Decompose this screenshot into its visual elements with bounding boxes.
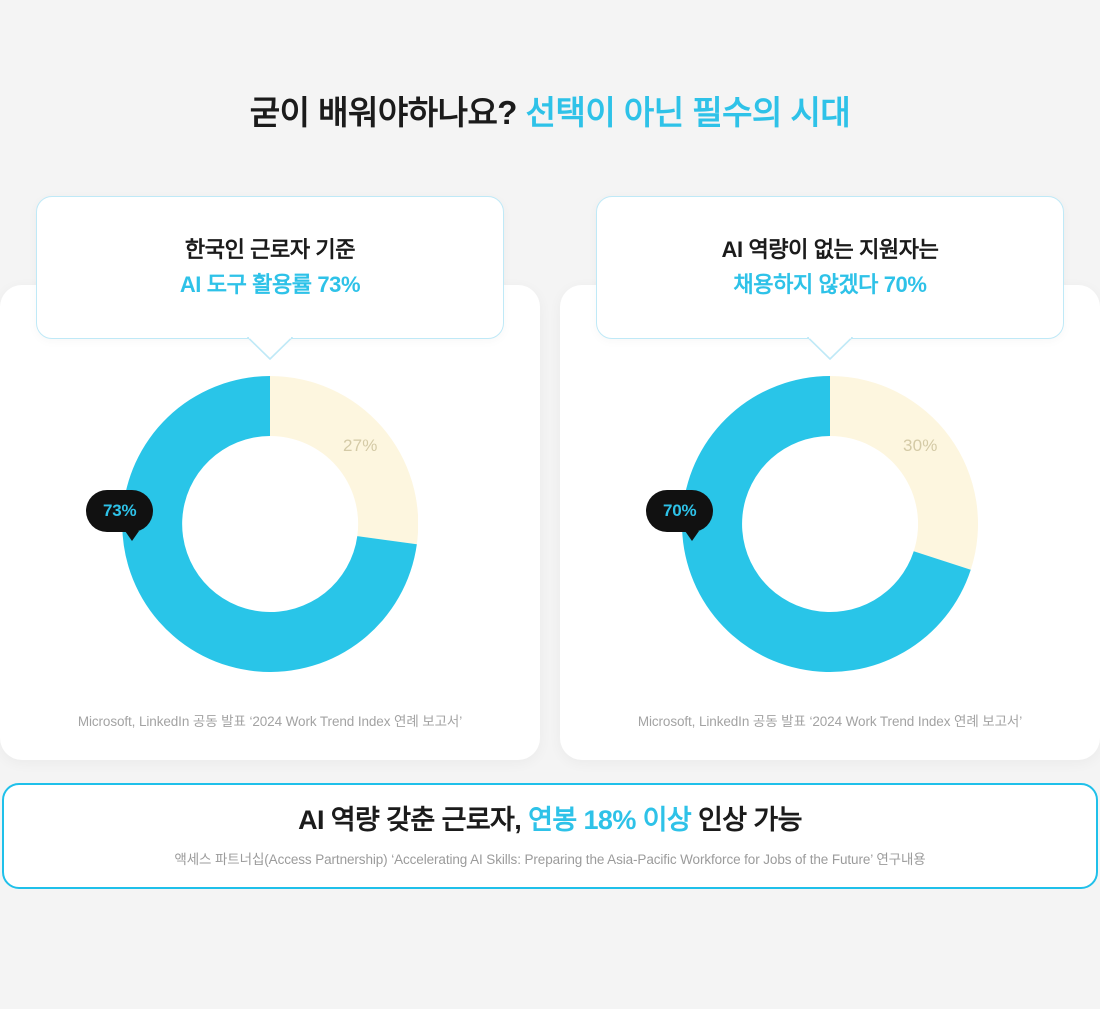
donut-rest-label-right: 30% (903, 436, 938, 455)
donut-value-badge-right: 70% (646, 490, 714, 541)
donut-chart-left (122, 376, 418, 672)
tooltip-right-line1: AI 역량이 없는 지원자는 (721, 237, 939, 263)
banner-title-part1: AI 역량 갖춘 근로자, (298, 804, 529, 835)
tooltip-tail-right-icon (807, 337, 853, 361)
donut-rest-label-left: 27% (343, 436, 378, 455)
donut-value-badge-left: 73% (86, 490, 154, 541)
donut-slice-filled-left (122, 376, 417, 672)
source-caption-right: Microsoft, LinkedIn 공동 발표 ‘2024 Work Tre… (637, 714, 1023, 729)
tooltip-left-line2: AI 도구 활용률 73% (179, 271, 361, 297)
tooltip-card-right: AI 역량이 없는 지원자는 채용하지 않겠다 70% (596, 196, 1064, 339)
tooltip-tail-left-icon (247, 337, 293, 361)
tooltip-right-line2: 채용하지 않겠다 70% (733, 271, 927, 297)
tooltip-left-line1: 한국인 근로자 기준 (184, 237, 356, 263)
donut-slice-rest-left (270, 376, 418, 545)
donut-slice-filled-right (682, 376, 971, 672)
page-title-plain: 굳이 배워야하나요? (249, 94, 526, 131)
banner-subtitle: 액세스 파트너십(Access Partnership) ‘Accelerati… (174, 852, 926, 868)
page-title: 굳이 배워야하나요? 선택이 아닌 필수의 시대 (0, 93, 1100, 133)
highlight-banner: AI 역량 갖춘 근로자, 연봉 18% 이상 인상 가능 액세스 파트너십(A… (2, 783, 1098, 889)
banner-title: AI 역량 갖춘 근로자, 연봉 18% 이상 인상 가능 (298, 804, 802, 836)
tooltip-card-left: 한국인 근로자 기준 AI 도구 활용률 73% (36, 196, 504, 339)
donut-slice-rest-right (830, 376, 978, 570)
page-title-accent: 선택이 아닌 필수의 시대 (525, 94, 851, 131)
donut-chart-right (682, 376, 978, 672)
banner-title-accent: 연봉 18% 이상 (528, 804, 692, 835)
source-caption-left: Microsoft, LinkedIn 공동 발표 ‘2024 Work Tre… (77, 714, 463, 729)
banner-title-part2: 인상 가능 (691, 804, 802, 835)
